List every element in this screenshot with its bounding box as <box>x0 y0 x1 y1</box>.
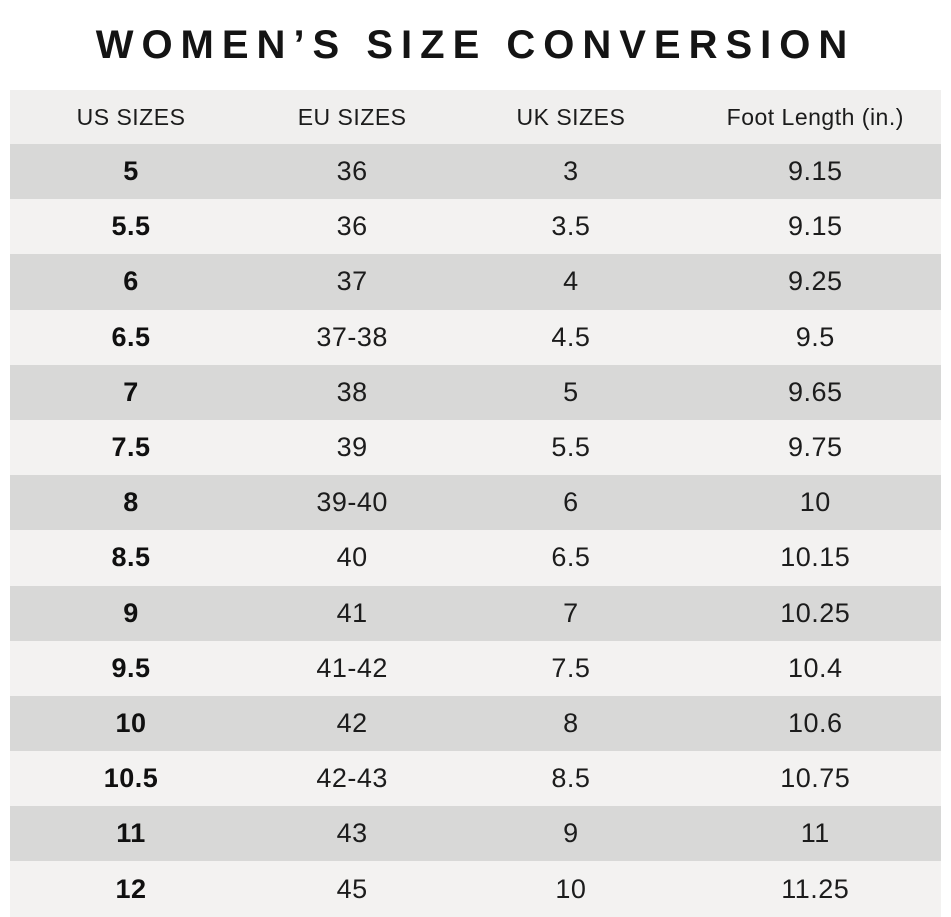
cell-eu-size: 38 <box>336 376 368 407</box>
cell-us-size: 12 <box>115 873 147 904</box>
cell-uk-size: 5 <box>563 376 579 407</box>
cell-uk-size: 10 <box>555 873 587 904</box>
cell-uk-size: 7.5 <box>551 652 591 683</box>
table-row: 6 37 4 9.25 <box>10 254 941 310</box>
cell-eu-size: 45 <box>336 873 368 904</box>
cell-uk-size: 8 <box>563 707 579 738</box>
cell-uk-size: 4 <box>563 266 579 297</box>
cell-eu-size: 36 <box>336 156 368 187</box>
cell-foot-length: 10.6 <box>787 707 843 738</box>
page-title: WOMEN’S SIZE CONVERSION <box>95 22 856 67</box>
column-header-uk-sizes: UK SIZES <box>516 103 626 130</box>
cell-uk-size: 3.5 <box>551 211 591 242</box>
cell-eu-size: 37 <box>336 266 368 297</box>
column-header-foot-length: Foot Length (in.) <box>726 103 904 130</box>
cell-foot-length: 11 <box>800 818 830 849</box>
table-body: 5 36 3 9.15 5.5 36 3.5 9.15 6 37 4 9.25 6.5 37-38 4.5 9… <box>10 144 941 917</box>
size-conversion-table: US SIZES EU SIZES UK SIZES Foot Length (… <box>10 90 941 917</box>
table-row: 10.5 42-43 8.5 10.75 <box>10 751 941 807</box>
cell-foot-length: 10.4 <box>787 652 843 683</box>
table-row: 7.5 39 5.5 9.75 <box>10 419 941 476</box>
cell-foot-length: 10.75 <box>780 763 851 794</box>
table-row: 5.5 36 3.5 9.15 <box>10 199 941 255</box>
cell-eu-size: 41 <box>336 597 368 628</box>
cell-eu-size: 37-38 <box>316 321 388 352</box>
table-row: 9.5 41-42 7.5 10.4 <box>10 640 941 696</box>
table-row: 9 41 7 10.25 <box>10 585 941 641</box>
table-row: 12 45 10 11.25 <box>10 861 941 917</box>
cell-us-size: 7 <box>123 376 139 407</box>
cell-foot-length: 9.15 <box>787 211 843 242</box>
cell-us-size: 6.5 <box>111 321 151 352</box>
cell-eu-size: 39-40 <box>316 487 388 518</box>
cell-eu-size: 43 <box>336 818 368 849</box>
cell-us-size: 7.5 <box>111 432 151 463</box>
cell-us-size: 8 <box>123 487 139 518</box>
table-header-row: US SIZES EU SIZES UK SIZES Foot Length (… <box>10 90 941 144</box>
table-row: 8.5 40 6.5 10.15 <box>10 530 941 586</box>
cell-foot-length: 10.25 <box>780 597 851 628</box>
cell-eu-size: 41-42 <box>316 652 388 683</box>
cell-foot-length: 10.15 <box>780 542 851 573</box>
cell-foot-length: 9.65 <box>787 376 843 407</box>
cell-eu-size: 40 <box>336 542 368 573</box>
cell-uk-size: 9 <box>563 818 579 849</box>
cell-eu-size: 42-43 <box>316 763 388 794</box>
cell-us-size: 11 <box>116 818 146 849</box>
cell-us-size: 10.5 <box>103 763 159 794</box>
cell-us-size: 8.5 <box>111 542 151 573</box>
table-row: 10 42 8 10.6 <box>10 695 941 752</box>
cell-uk-size: 6 <box>563 487 579 518</box>
cell-foot-length: 11.25 <box>781 873 850 904</box>
table-row: 7 38 5 9.65 <box>10 364 941 420</box>
cell-eu-size: 36 <box>336 211 368 242</box>
table-row: 11 43 9 11 <box>10 806 941 862</box>
cell-us-size: 9 <box>123 597 139 628</box>
cell-uk-size: 7 <box>563 597 579 628</box>
cell-uk-size: 8.5 <box>551 763 591 794</box>
cell-us-size: 5 <box>123 156 139 187</box>
column-header-us-sizes: US SIZES <box>76 103 186 130</box>
cell-foot-length: 9.5 <box>795 321 835 352</box>
cell-us-size: 5.5 <box>111 211 151 242</box>
cell-uk-size: 3 <box>563 156 579 187</box>
cell-eu-size: 42 <box>336 707 368 738</box>
cell-uk-size: 5.5 <box>551 432 591 463</box>
table-row: 6.5 37-38 4.5 9.5 <box>10 309 941 365</box>
cell-uk-size: 4.5 <box>551 321 591 352</box>
cell-foot-length: 9.75 <box>787 432 843 463</box>
table-row: 8 39-40 6 10 <box>10 475 941 531</box>
column-header-eu-sizes: EU SIZES <box>297 103 407 130</box>
cell-us-size: 6 <box>123 266 139 297</box>
cell-foot-length: 9.25 <box>787 266 843 297</box>
cell-uk-size: 6.5 <box>551 542 591 573</box>
cell-foot-length: 9.15 <box>787 156 843 187</box>
cell-foot-length: 10 <box>799 487 831 518</box>
cell-us-size: 10 <box>115 707 147 738</box>
table-row: 5 36 3 9.15 <box>10 144 941 200</box>
cell-us-size: 9.5 <box>111 652 151 683</box>
cell-eu-size: 39 <box>336 432 368 463</box>
